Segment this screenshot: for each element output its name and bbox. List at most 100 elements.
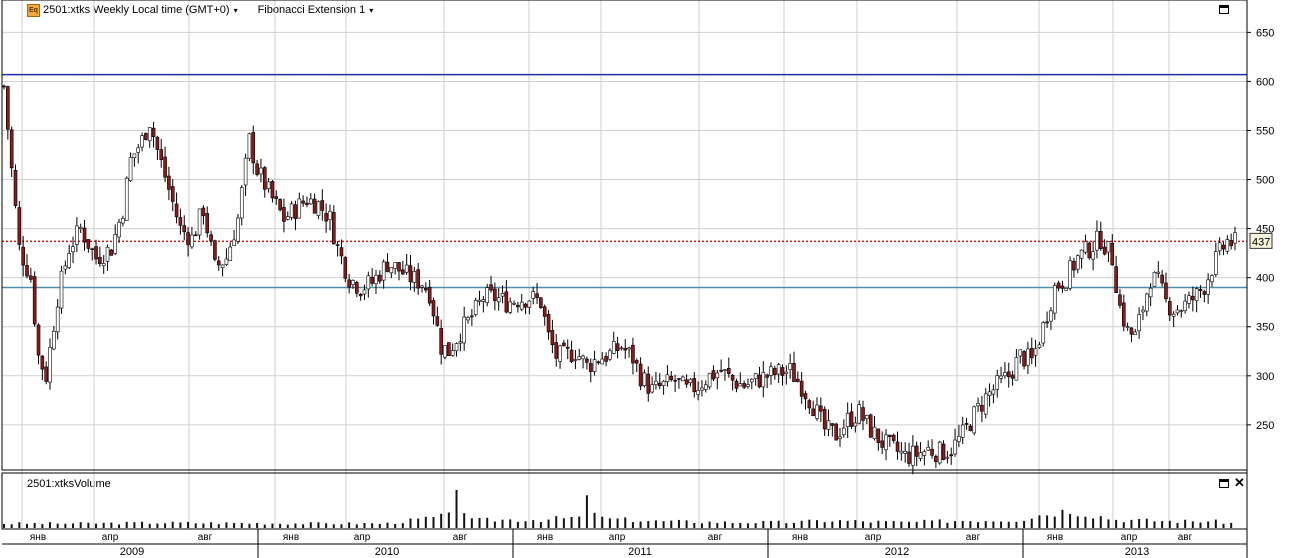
candle-body [765, 374, 769, 378]
candle-body [688, 378, 693, 384]
candle-body [888, 434, 892, 438]
candle-body [458, 341, 463, 344]
candle-body [424, 288, 428, 291]
candle-body [36, 324, 41, 356]
candle-body [1014, 357, 1019, 381]
candle-body [1148, 287, 1153, 298]
x-year-label: 2013 [1125, 546, 1149, 558]
volume-bar [647, 521, 650, 528]
volume-maximize-icon[interactable] [1219, 479, 1229, 488]
volume-bar [394, 524, 397, 528]
candle-body [608, 350, 612, 360]
maximize-icon[interactable] [1219, 5, 1229, 14]
volume-bar [340, 524, 343, 528]
volume-bar [378, 523, 381, 528]
candle-body [63, 265, 68, 270]
candle-body [957, 436, 961, 442]
candle-body [976, 403, 980, 407]
candle-body [596, 361, 601, 364]
x-month-label: янв [30, 532, 46, 543]
candle-body [891, 434, 896, 441]
candle-body [753, 373, 758, 379]
volume-bar [1076, 516, 1079, 528]
candle-body [266, 181, 271, 189]
candle-body [320, 200, 325, 211]
volume-bar [164, 523, 167, 528]
candle-body [71, 246, 75, 253]
y-tick-label: 650 [1256, 27, 1274, 39]
candle-body [738, 383, 743, 387]
candle-body [899, 450, 904, 454]
candle-body [604, 356, 608, 362]
candle-body [796, 378, 800, 382]
candle-body [734, 380, 739, 389]
symbol-dropdown-icon[interactable]: ▾ [233, 5, 238, 15]
volume-bar [1115, 519, 1118, 528]
volume-bar [79, 522, 82, 528]
volume-bar [769, 520, 772, 528]
volume-bar [785, 523, 788, 528]
candle-body [136, 147, 141, 153]
volume-bar [440, 513, 443, 528]
candle-body [1160, 274, 1164, 284]
candle-body [972, 406, 977, 434]
candle-body [182, 225, 187, 233]
candle-body [523, 303, 528, 308]
candle-body [838, 436, 842, 439]
volume-bar [800, 520, 803, 528]
candle-body [539, 297, 543, 308]
candle-body [960, 424, 965, 438]
candle-body [401, 269, 405, 275]
candle-body [105, 246, 110, 262]
study-dropdown-icon[interactable]: ▾ [369, 5, 374, 15]
x-year-label: 2009 [120, 546, 144, 558]
candle-body [1041, 322, 1046, 344]
volume-bar [294, 523, 297, 528]
candle-body [1052, 285, 1057, 314]
volume-bar [110, 522, 113, 528]
volume-bar [1184, 519, 1187, 528]
candle-body [147, 127, 152, 142]
candle-body [550, 330, 555, 346]
candle-body [48, 347, 52, 383]
candle-body [86, 239, 91, 249]
candle-body [6, 86, 10, 130]
x-month-label: янв [1047, 532, 1063, 543]
volume-bar [118, 524, 121, 528]
candle-body [546, 313, 551, 333]
candle-body [1114, 266, 1118, 294]
candle-body [335, 244, 340, 246]
volume-bar [256, 522, 259, 528]
candle-body [450, 350, 455, 356]
candle-body [132, 153, 137, 159]
volume-bar [64, 523, 67, 528]
candle-body [611, 341, 616, 354]
candle-body [707, 372, 712, 388]
volume-bar [662, 521, 665, 528]
candle-body [991, 389, 996, 395]
candle-body [55, 306, 60, 333]
volume-close-icon[interactable]: ✕ [1234, 475, 1245, 490]
candle-body [1156, 271, 1161, 274]
volume-bar [516, 521, 519, 528]
candle-body [78, 227, 83, 230]
candle-body [711, 370, 716, 380]
candle-body [761, 372, 766, 388]
candle-body [1121, 302, 1126, 327]
volume-bar [1176, 522, 1179, 528]
candle-body [673, 379, 677, 382]
candle-body [1006, 371, 1011, 378]
study-label[interactable]: Fibonacci Extension 1 [257, 4, 366, 16]
candle-body [128, 156, 133, 181]
symbol-label[interactable]: 2501:xtks Weekly Local time (GMT+0) [43, 4, 230, 16]
candle-body [849, 411, 854, 427]
volume-bar [570, 516, 573, 528]
candle-body [308, 198, 313, 205]
grid [2, 0, 1247, 529]
volume-bar [263, 524, 266, 528]
eq-icon[interactable]: Eq [27, 4, 40, 17]
x-month-label: апр [102, 532, 119, 543]
candle-body [757, 374, 762, 388]
volume-bar [486, 517, 489, 528]
candle-body [684, 379, 689, 385]
